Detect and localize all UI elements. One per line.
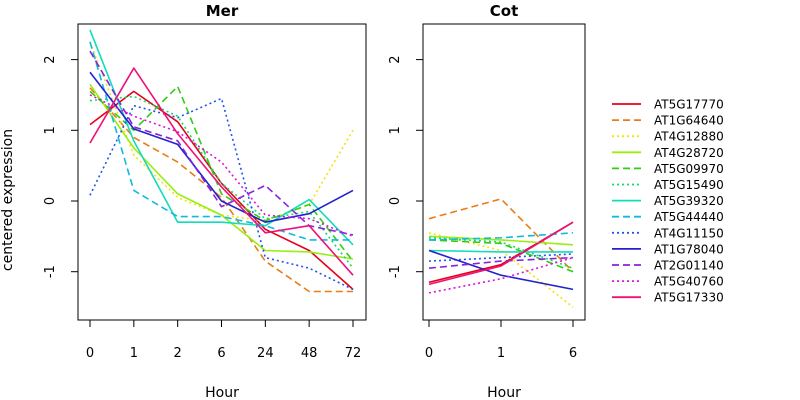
legend-label: AT4G12880 — [654, 130, 724, 144]
legend-label: AT5G09970 — [654, 162, 724, 176]
series-line-at5g17770 — [89, 90, 354, 290]
series-line-at4g11150 — [428, 253, 574, 262]
legend-label: AT4G11150 — [654, 226, 724, 240]
series-line-at1g78040 — [89, 71, 354, 223]
y-tick-label: -1 — [388, 265, 403, 278]
panel-title: Cot — [490, 2, 518, 20]
legend-label: AT5G15490 — [654, 178, 724, 192]
legend-label: AT5G17770 — [654, 98, 724, 112]
x-tick-label: 72 — [345, 346, 362, 361]
y-tick-label: 2 — [43, 55, 58, 63]
y-tick-label: 2 — [388, 55, 403, 63]
y-tick-label: -1 — [43, 265, 58, 278]
x-tick-label: 6 — [569, 346, 577, 361]
y-tick-label: 0 — [43, 197, 58, 205]
series-line-at4g28720 — [89, 83, 354, 260]
legend: AT5G17770 AT1G64640 AT4G12880 AT4G28720 AT5G… — [612, 98, 724, 305]
legend-label: AT5G39320 — [654, 194, 724, 208]
series-line-at5g39320 — [89, 29, 354, 246]
series-line-at4g28720 — [428, 235, 574, 246]
x-tick-label: 1 — [497, 346, 505, 361]
series-line-at5g09970 — [89, 85, 354, 262]
series-line-at5g44440 — [428, 232, 574, 241]
series-line-at5g17330 — [89, 67, 354, 276]
legend-label: AT2G01140 — [654, 259, 724, 273]
legend-label: AT5G17330 — [654, 291, 724, 305]
y-tick-label: 0 — [388, 197, 403, 205]
x-tick-label: 0 — [86, 346, 94, 361]
plot-frame — [77, 23, 367, 321]
legend-label: AT5G44440 — [654, 210, 724, 224]
panel-cot — [416, 23, 586, 327]
x-tick-label: 6 — [217, 346, 225, 361]
series-line-at5g39320 — [428, 249, 573, 253]
series-line-at5g44440 — [89, 41, 353, 241]
legend-label: AT4G28720 — [654, 146, 724, 160]
x-axis-label: Hour — [487, 385, 521, 400]
series-line-at5g40760 — [89, 94, 354, 238]
x-axis-label: Hour — [205, 385, 239, 400]
y-tick-label: 1 — [43, 126, 58, 134]
series-line-at1g78040 — [428, 249, 574, 291]
series-line-at5g17330 — [428, 221, 574, 286]
legend-label: AT1G78040 — [654, 242, 724, 256]
series-line-at2g01140 — [428, 256, 574, 269]
y-tick-label: 1 — [388, 126, 403, 134]
series-line-at1g64640 — [89, 87, 353, 293]
plot-frame — [422, 23, 586, 321]
panel-mer — [71, 23, 367, 327]
x-tick-label: 48 — [301, 346, 318, 361]
x-tick-label: 2 — [174, 346, 182, 361]
legend-label: AT5G40760 — [654, 275, 724, 289]
series-line-at5g09970 — [428, 239, 574, 273]
y-axis-label: centered expression — [0, 129, 16, 271]
legend-label: AT1G64640 — [654, 114, 724, 128]
series-line-at1g64640 — [428, 198, 574, 273]
x-tick-label: 0 — [425, 346, 433, 361]
x-tick-label: 1 — [130, 346, 138, 361]
panel-title: Mer — [206, 2, 239, 20]
x-tick-label: 24 — [257, 346, 274, 361]
series-line-at4g12880 — [428, 232, 574, 308]
